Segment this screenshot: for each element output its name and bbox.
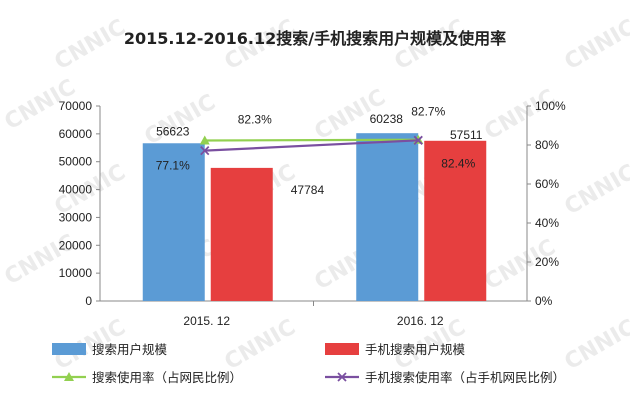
legend-label: 手机搜索使用率（占手机网民比例）: [365, 370, 565, 385]
bar-mobile-search-users: [210, 167, 273, 301]
line-marker-x: [413, 135, 423, 145]
legend-item: 搜索使用率（占网民比例）: [52, 370, 242, 385]
x-tick-label: 2016. 12: [397, 314, 444, 328]
y-left-tick-label: 30000: [59, 210, 93, 224]
y-right-tick-label: 20%: [535, 255, 559, 269]
legend-label: 手机搜索用户规模: [365, 342, 466, 357]
y-right-tick-label: 0%: [535, 294, 553, 308]
watermark-text: CNNIC: [481, 85, 560, 145]
legend-marker-triangle: [64, 372, 74, 381]
y-right-tick-label: 40%: [535, 216, 559, 230]
line-marker-x-stroke: [413, 135, 423, 145]
y-right-tick-label: 100%: [535, 99, 566, 113]
bar-value-label: 56623: [156, 124, 190, 138]
watermark-text: CNNIC: [51, 15, 130, 75]
y-left-tick-label: 10000: [59, 266, 93, 280]
legend-swatch: [52, 343, 86, 355]
line-search-rate: [204, 138, 419, 142]
bar-mobile-search-users: [424, 140, 487, 301]
line-value-label: 77.1%: [156, 159, 190, 173]
watermark-text: CNNIC: [561, 315, 630, 375]
y-left-tick-label: 0: [85, 294, 92, 308]
y-right-tick-label: 80%: [535, 138, 559, 152]
legend-item: 搜索用户规模: [52, 342, 168, 357]
y-left-tick-label: 40000: [59, 183, 93, 197]
y-left-tick-label: 20000: [59, 238, 93, 252]
line-value-label: 82.3%: [238, 113, 272, 127]
line-marker-x-stroke: [200, 146, 210, 156]
line-value-label: 82.4%: [441, 156, 475, 170]
legend-marker-x-stroke: [337, 372, 347, 382]
y-right-tick-label: 60%: [535, 177, 559, 191]
plot-area: 0 10000 20000 30000 40000 50000 60000 70000 0% 20…: [59, 99, 566, 328]
watermark-text: CNNIC: [561, 160, 630, 220]
line-mobile-search-rate: [204, 139, 419, 152]
line-value-label: 82.7%: [411, 105, 445, 119]
watermark-text: CNNIC: [221, 315, 300, 375]
legend-item: 手机搜索使用率（占手机网民比例）: [325, 370, 565, 385]
bar-search-users: [142, 143, 205, 301]
legend-label: 搜索用户规模: [92, 342, 168, 357]
bar-search-users: [356, 133, 419, 301]
y-left-tick-label: 60000: [59, 127, 93, 141]
legend-item: 手机搜索用户规模: [325, 342, 466, 357]
chart-title: 2015.12-2016.12搜索/手机搜索用户规模及使用率: [124, 29, 506, 48]
y-left-tick-label: 70000: [59, 99, 93, 113]
bar-value-label: 60238: [370, 112, 404, 126]
line-marker-x: [200, 146, 210, 156]
bar-value-label: 47784: [291, 183, 325, 197]
legend-label: 搜索使用率（占网民比例）: [92, 370, 242, 385]
line-marker-triangle: [199, 135, 210, 145]
y-left-tick-label: 50000: [59, 155, 93, 169]
legend-swatch: [325, 343, 359, 355]
watermark-text: CNNIC: [561, 15, 630, 75]
bar-value-label: 57511: [450, 128, 483, 142]
x-tick-label: 2015. 12: [183, 314, 230, 328]
